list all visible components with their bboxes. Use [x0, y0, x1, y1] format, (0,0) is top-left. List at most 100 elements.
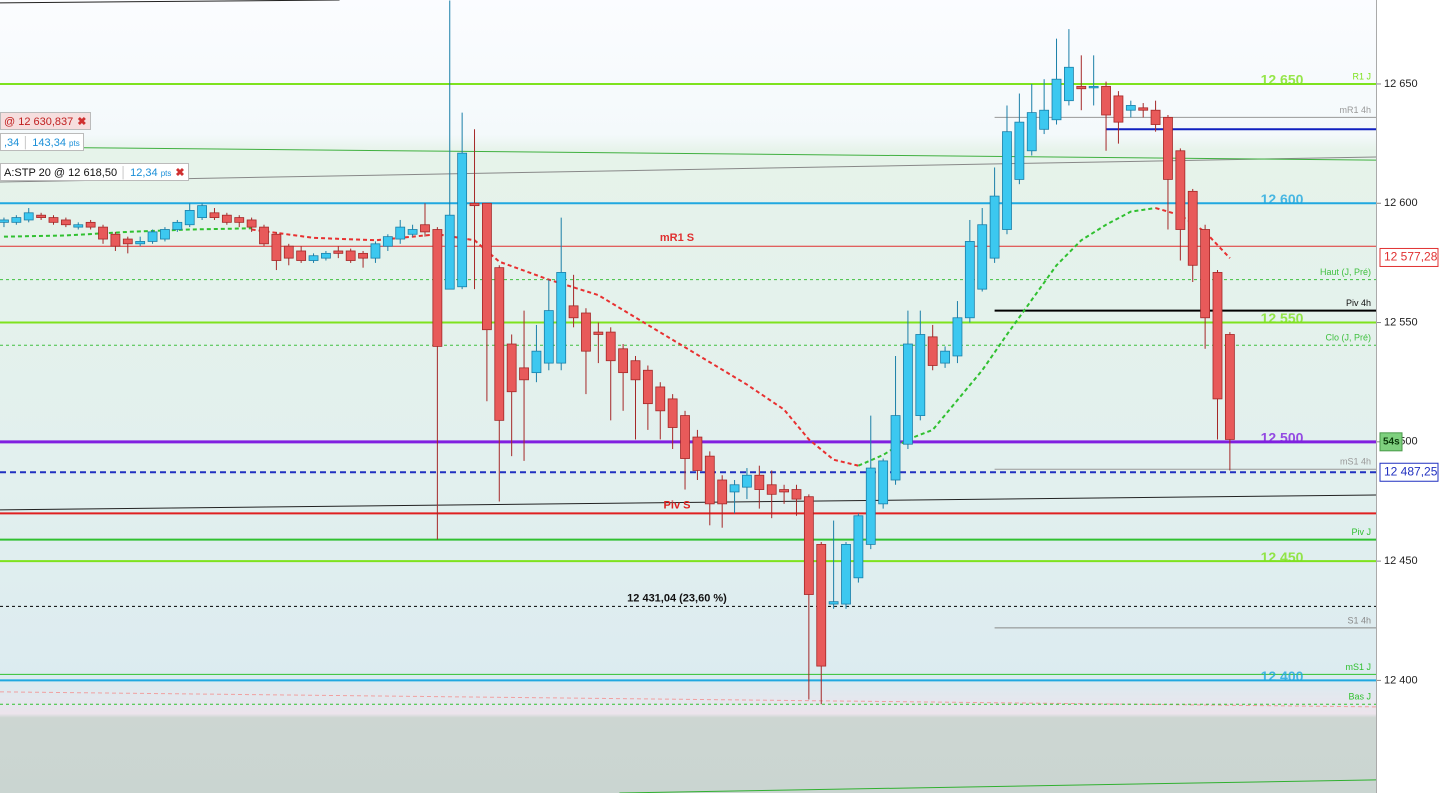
round-level-label: 12 400 [1261, 668, 1304, 684]
close-order-button[interactable]: ✖ [77, 116, 87, 128]
candle-body [481, 202, 492, 331]
order-unit: pts [160, 169, 172, 178]
candle-body [85, 221, 96, 228]
candle-body [828, 601, 839, 605]
candle-body [494, 267, 505, 421]
level-label: mS1 4h [1340, 457, 1371, 467]
moving-average [251, 228, 859, 467]
candle-body [246, 219, 257, 228]
order-points: 12,34 [130, 167, 158, 179]
order-text: ,34 [4, 137, 20, 149]
level-label: R1 J [1352, 71, 1371, 81]
timer-box [1379, 432, 1403, 452]
candle-body [1224, 334, 1235, 440]
y-tick-label: 12 450 [1384, 555, 1418, 567]
candle-body [543, 310, 554, 364]
candle-body [1200, 229, 1211, 319]
level-label: Bas J [1348, 692, 1371, 702]
candle-body [36, 214, 47, 218]
close-order-button[interactable]: ✖ [175, 167, 185, 179]
level-label: Piv J [1351, 527, 1371, 537]
candle-body [729, 484, 740, 493]
price-tag-box [1379, 247, 1439, 267]
candle-body [209, 212, 220, 218]
level-label: mS1 J [1345, 662, 1371, 672]
trendline [0, 494, 1377, 511]
trendline [0, 691, 1377, 708]
timer: 54s [1383, 436, 1400, 447]
price-tag-box [1379, 462, 1439, 482]
candle-body [531, 350, 542, 374]
candle-body [283, 245, 294, 259]
candle-body [1002, 131, 1012, 230]
candle-body [989, 195, 1000, 259]
candle-body [221, 214, 232, 223]
candle-body [556, 272, 567, 364]
candle-body [48, 217, 59, 223]
candle-body [841, 544, 851, 605]
candle-body [160, 229, 170, 240]
candle-body [73, 224, 84, 228]
candle-body [816, 544, 827, 667]
candle-body [742, 474, 752, 488]
candle-body [308, 255, 319, 261]
candles [0, 0, 1235, 705]
candle-body [110, 233, 121, 247]
trendline [0, 156, 1377, 183]
candle-body [271, 233, 282, 261]
level-labels: R1 J 12 650 mR1 4h 12 600 mR1 S Haut (J, Pré)… [627, 71, 1371, 701]
candle-body [296, 250, 307, 261]
candle-body [321, 252, 331, 259]
candle-body [11, 217, 22, 223]
candle-body [593, 331, 604, 335]
candle-body [1064, 66, 1074, 102]
level-label: Clo (J, Pré) [1325, 333, 1371, 343]
candle-body [98, 226, 108, 240]
candle-body [779, 489, 789, 493]
level-label: S1 4h [1347, 615, 1371, 625]
candle-body [1138, 107, 1149, 111]
candle-body [469, 202, 480, 207]
candle-body [704, 455, 715, 505]
candle-body [977, 224, 988, 290]
candle-body [1187, 190, 1198, 266]
candle-body [618, 348, 629, 374]
candle-body [568, 305, 579, 319]
trendline [0, 0, 340, 4]
candle-body [506, 343, 517, 393]
order-box: @ 12 630,837 ✖ [0, 112, 91, 130]
level-label: Piv S [664, 499, 691, 511]
price-tag: 12 487,25 [1384, 464, 1438, 478]
order-text: A:STP 20 @ 12 618,50 [4, 167, 118, 179]
candle-body [952, 317, 963, 357]
candle-body [382, 236, 393, 247]
trendline [619, 779, 1377, 793]
level-label: 12 431,04 (23,60 %) [627, 592, 727, 604]
levels [0, 82, 1376, 705]
level-label: mR1 4h [1339, 105, 1371, 115]
candle-body [1163, 116, 1173, 180]
round-level-label: 12 450 [1261, 549, 1304, 565]
candle-body [605, 331, 616, 362]
candle-body [23, 212, 34, 221]
candle-body [0, 219, 9, 223]
candle-body [667, 398, 678, 428]
candle-body [766, 484, 777, 495]
candle-body [432, 229, 443, 347]
moving-average [1155, 207, 1231, 259]
candle-body [927, 336, 938, 366]
candle-body [1150, 109, 1161, 125]
candle-body [692, 436, 703, 471]
moving-average [3, 227, 252, 238]
candle-body [1212, 272, 1223, 400]
order-box: ,34 │ 143,34 pts [0, 133, 84, 151]
order-points: 143,34 [32, 137, 66, 149]
candle-body [581, 312, 591, 352]
price-tag: 12 577,28 [1384, 250, 1438, 264]
order-box: A:STP 20 @ 12 618,50 │ 12,34 pts ✖ [0, 163, 189, 181]
candle-body [915, 334, 926, 416]
candle-body [964, 241, 975, 319]
trendlines [0, 0, 1377, 793]
